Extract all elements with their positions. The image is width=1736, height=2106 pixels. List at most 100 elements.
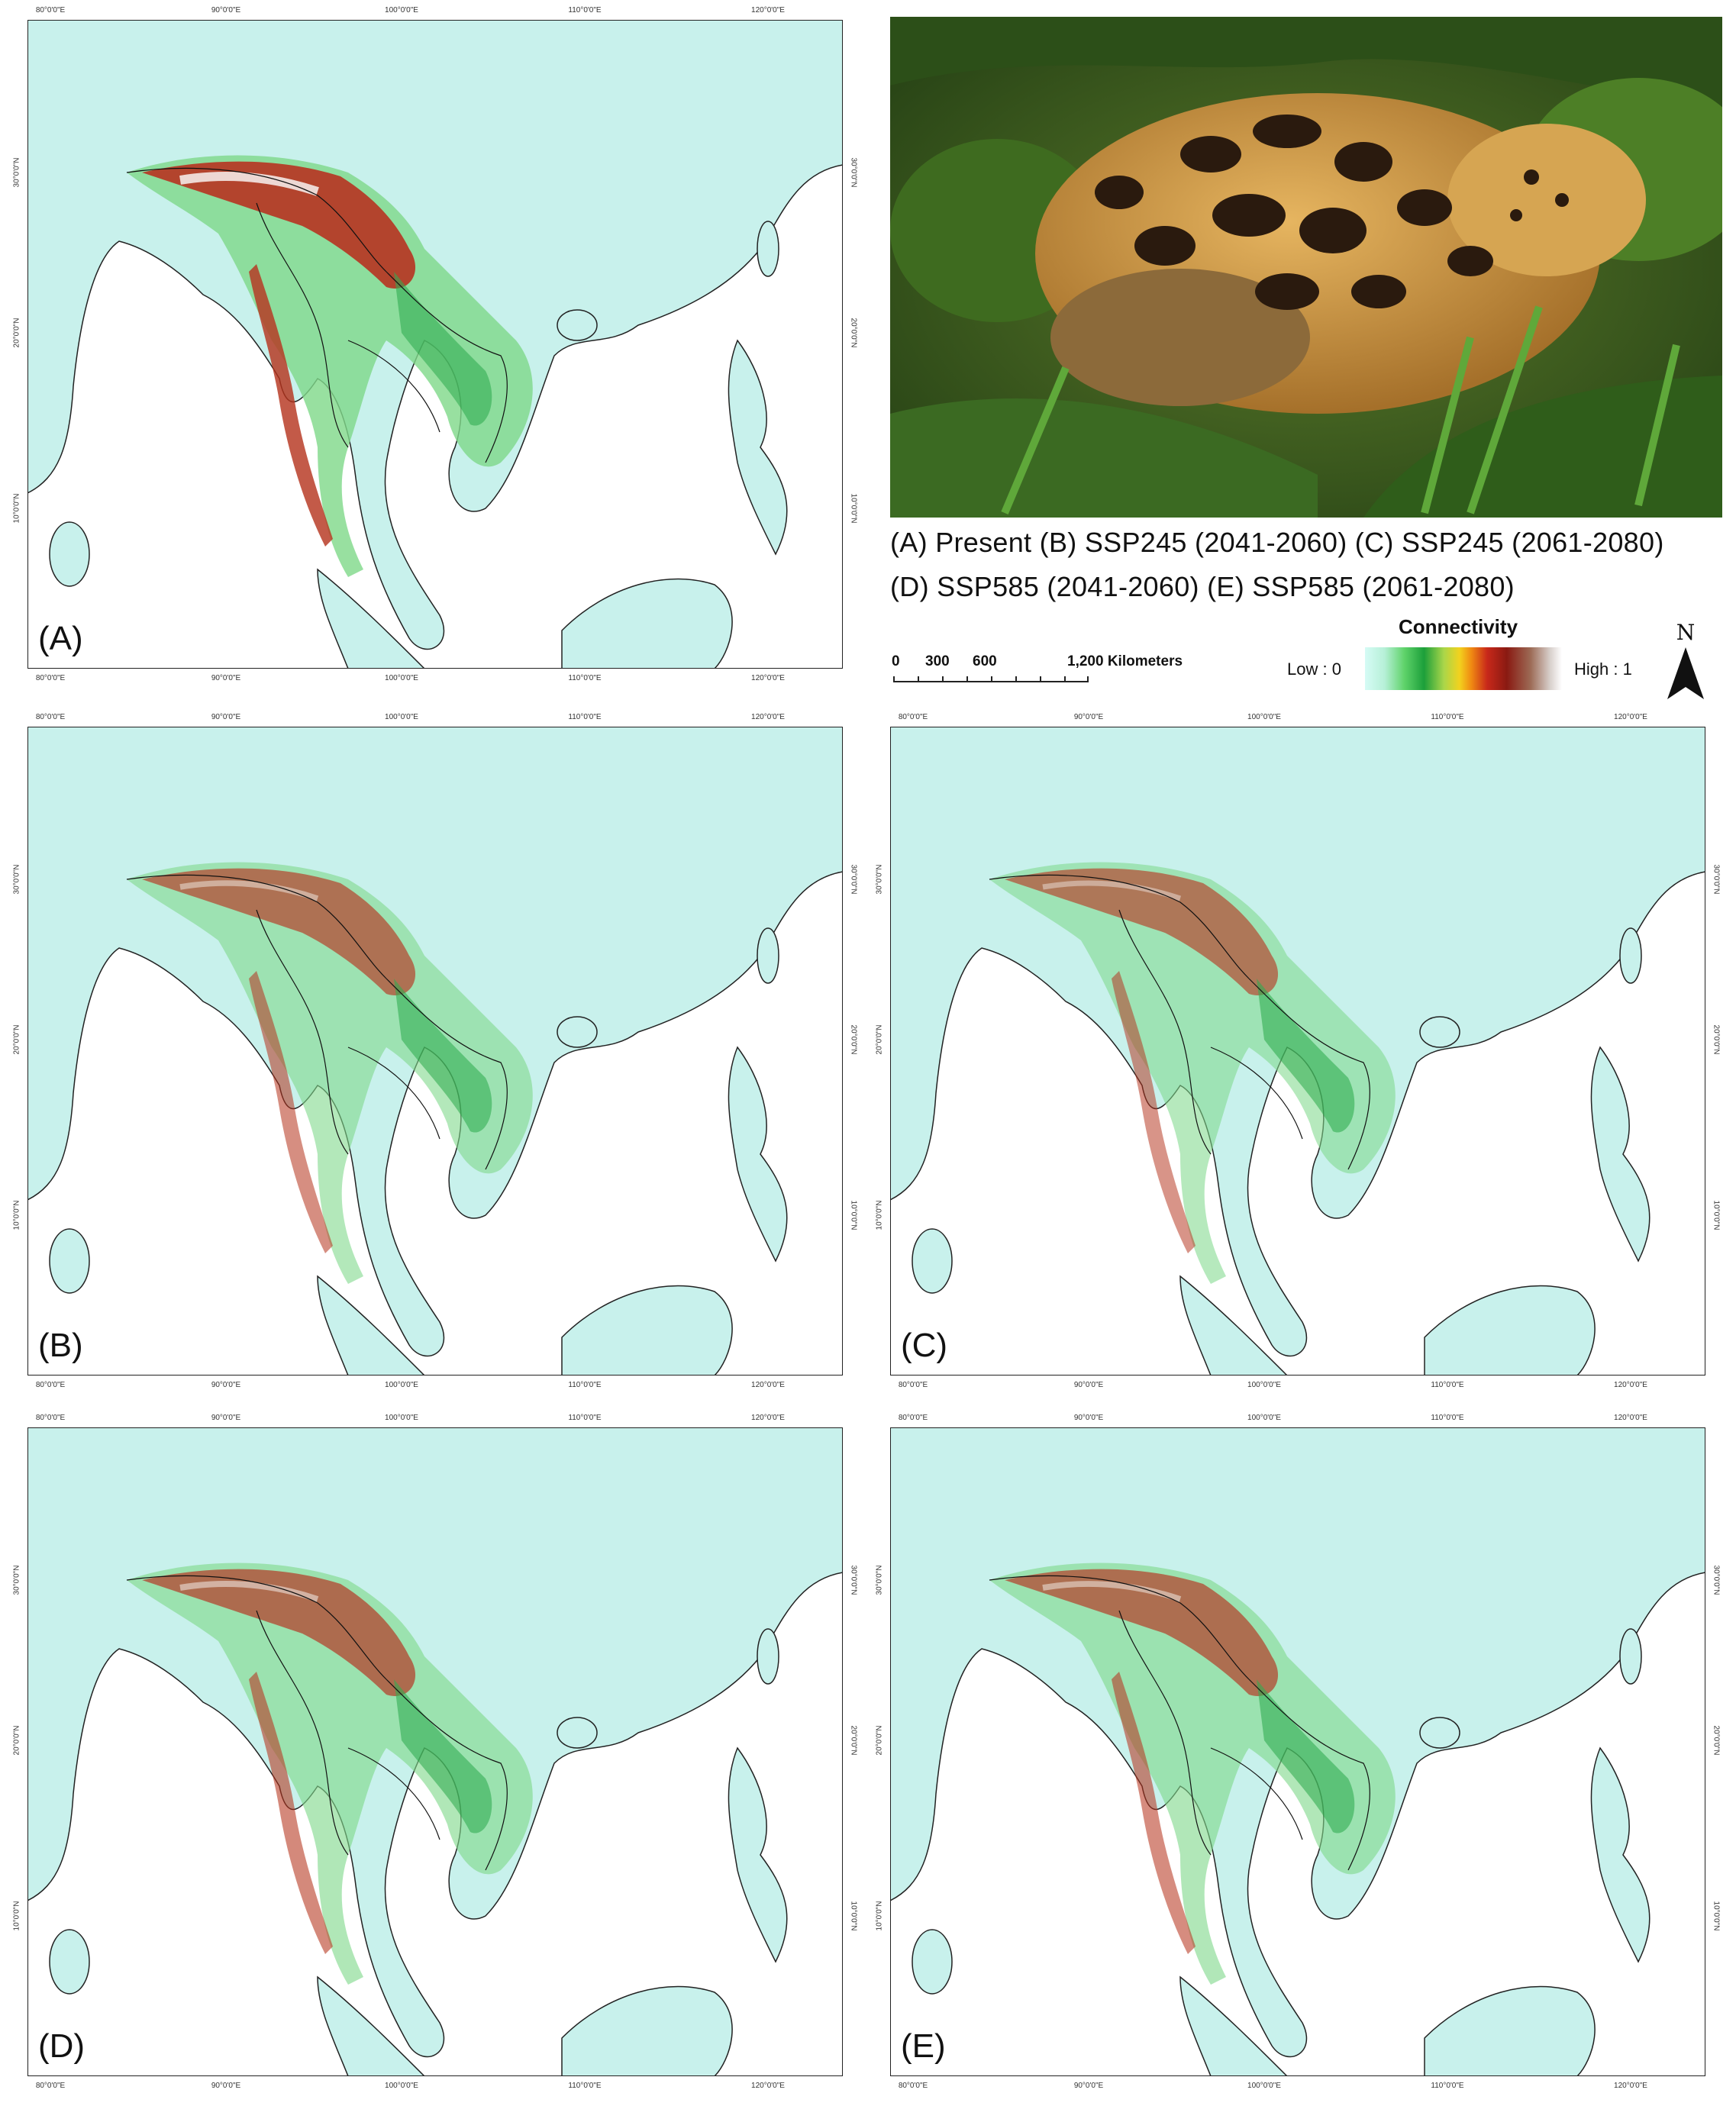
borneo-shape xyxy=(561,1985,733,2076)
philippines-shape xyxy=(728,1046,788,1263)
lon-tick: 90°0'0"E xyxy=(211,1414,241,1422)
lat-tick: 30°0'0"N xyxy=(849,157,858,188)
boundary-line xyxy=(1248,978,1370,1170)
corridor-green-laos xyxy=(394,979,492,1133)
corridor-mid xyxy=(989,862,1396,1284)
lon-tick: 120°0'0"E xyxy=(751,6,785,15)
connectivity-layer xyxy=(127,862,533,1284)
borneo-shape xyxy=(1424,1285,1596,1376)
corridor-high-himalaya xyxy=(142,1569,416,1696)
corridor-green-laos xyxy=(1257,979,1355,1133)
map-panel-c: (C) 80°0'0"E 90°0'0"E 100°0'0"E 110°0'0"… xyxy=(876,713,1721,1389)
lon-tick: 80°0'0"E xyxy=(35,1414,66,1422)
lon-tick: 100°0'0"E xyxy=(385,6,418,15)
corridor-mid xyxy=(127,1563,533,1985)
corridor-peak xyxy=(1042,1581,1182,1602)
corridor-peak xyxy=(179,880,319,901)
lon-tick: 100°0'0"E xyxy=(385,674,418,682)
panel-label-d: (D) xyxy=(38,2027,86,2065)
lat-tick: 30°0'0"N xyxy=(849,864,858,895)
lon-tick: 120°0'0"E xyxy=(751,2082,785,2090)
sri-lanka-shape xyxy=(912,1228,953,1294)
sri-lanka-shape xyxy=(49,521,90,587)
lon-tick: 80°0'0"E xyxy=(898,2082,928,2090)
country-boundaries xyxy=(126,1575,508,1871)
scale-tick xyxy=(1015,676,1017,682)
lon-tick: 110°0'0"E xyxy=(1431,1414,1464,1422)
corridor-high-myanmar xyxy=(249,1672,333,1954)
map-panel-d: (D) 80°0'0"E 90°0'0"E 100°0'0"E 110°0'0"… xyxy=(13,1414,858,2090)
lon-tick: 100°0'0"E xyxy=(1247,2082,1281,2090)
scale-bar: 0 300 600 1,200 Kilometers xyxy=(892,653,1183,699)
boundary-line xyxy=(347,1747,440,1840)
connectivity-map-d xyxy=(27,1427,843,2076)
boundary-line xyxy=(1118,909,1212,1155)
lat-tick: 20°0'0"N xyxy=(1712,1024,1721,1055)
scale-label: 1,200 Kilometers xyxy=(1067,653,1183,669)
boundary-line xyxy=(126,1575,387,1680)
lat-tick: 20°0'0"N xyxy=(12,318,21,348)
clouded-leopard-photo xyxy=(890,17,1722,518)
lon-tick: 100°0'0"E xyxy=(1247,1414,1281,1422)
connectivity-map-e xyxy=(890,1427,1705,2076)
lon-tick: 120°0'0"E xyxy=(751,1381,785,1389)
lat-tick: 10°0'0"N xyxy=(849,1901,858,1931)
lon-tick: 80°0'0"E xyxy=(35,1381,66,1389)
scale-tick xyxy=(1040,676,1041,682)
boundary-line xyxy=(126,167,387,273)
legend-high-label: High : 1 xyxy=(1574,660,1632,679)
lat-tick: 10°0'0"N xyxy=(1712,1200,1721,1230)
corridor-high-himalaya xyxy=(142,868,416,995)
scale-tick xyxy=(991,676,992,682)
connectivity-layer xyxy=(989,862,1396,1284)
connectivity-map-b xyxy=(27,727,843,1376)
borneo-shape xyxy=(1424,1985,1596,2076)
scale-label: 0 xyxy=(892,653,900,669)
lat-tick: 20°0'0"N xyxy=(12,1024,21,1055)
corridor-mid xyxy=(127,155,533,577)
boundary-line xyxy=(1210,1747,1303,1840)
lon-tick: 90°0'0"E xyxy=(211,1381,241,1389)
lon-tick: 90°0'0"E xyxy=(1073,713,1104,721)
boundary-line xyxy=(1210,1047,1303,1140)
lat-tick: 20°0'0"N xyxy=(875,1024,884,1055)
connectivity-layer xyxy=(127,1563,533,1985)
lat-tick: 10°0'0"N xyxy=(875,1200,884,1230)
boundary-line xyxy=(126,874,387,979)
north-arrow: N xyxy=(1663,620,1709,704)
boundary-line xyxy=(256,1610,349,1856)
lon-tick: 80°0'0"E xyxy=(35,6,66,15)
hainan-shape xyxy=(1419,1717,1460,1749)
connectivity-map-a xyxy=(27,20,843,669)
hainan-shape xyxy=(1419,1016,1460,1048)
corridor-high-himalaya xyxy=(1005,1569,1279,1696)
lat-tick: 30°0'0"N xyxy=(1712,864,1721,895)
corridor-high-myanmar xyxy=(249,264,333,547)
philippines-shape xyxy=(728,339,788,556)
legend-low-label: Low : 0 xyxy=(1287,660,1341,679)
panel-label-a: (A) xyxy=(38,620,83,657)
lon-tick: 120°0'0"E xyxy=(1614,1381,1647,1389)
lon-tick: 100°0'0"E xyxy=(1247,1381,1281,1389)
taiwan-shape xyxy=(757,927,779,984)
borneo-shape xyxy=(561,578,733,669)
north-arrow-icon xyxy=(1667,647,1704,699)
lon-tick: 90°0'0"E xyxy=(211,713,241,721)
scale-tick xyxy=(942,676,944,682)
lat-tick: 10°0'0"N xyxy=(849,493,858,524)
caption-line-2: (D) SSP585 (2041-2060) (E) SSP585 (2061-… xyxy=(890,571,1515,602)
boundary-line xyxy=(989,1575,1250,1680)
philippines-shape xyxy=(1590,1046,1650,1263)
corridor-high-himalaya xyxy=(142,161,416,289)
lon-tick: 110°0'0"E xyxy=(1431,713,1464,721)
lon-tick: 90°0'0"E xyxy=(1073,1381,1104,1389)
lon-tick: 110°0'0"E xyxy=(1431,2082,1464,2090)
map-panel-b: (B) 80°0'0"E 90°0'0"E 100°0'0"E 110°0'0"… xyxy=(13,713,858,1389)
lon-tick: 80°0'0"E xyxy=(898,713,928,721)
boundary-line xyxy=(386,1679,508,1871)
lon-tick: 80°0'0"E xyxy=(898,1381,928,1389)
corridor-peak xyxy=(1042,880,1182,901)
boundary-line xyxy=(989,874,1250,979)
map-panel-a: (A) 80°0'0"E 90°0'0"E 100°0'0"E 110°0'0"… xyxy=(13,6,858,682)
boundary-line xyxy=(386,978,508,1170)
